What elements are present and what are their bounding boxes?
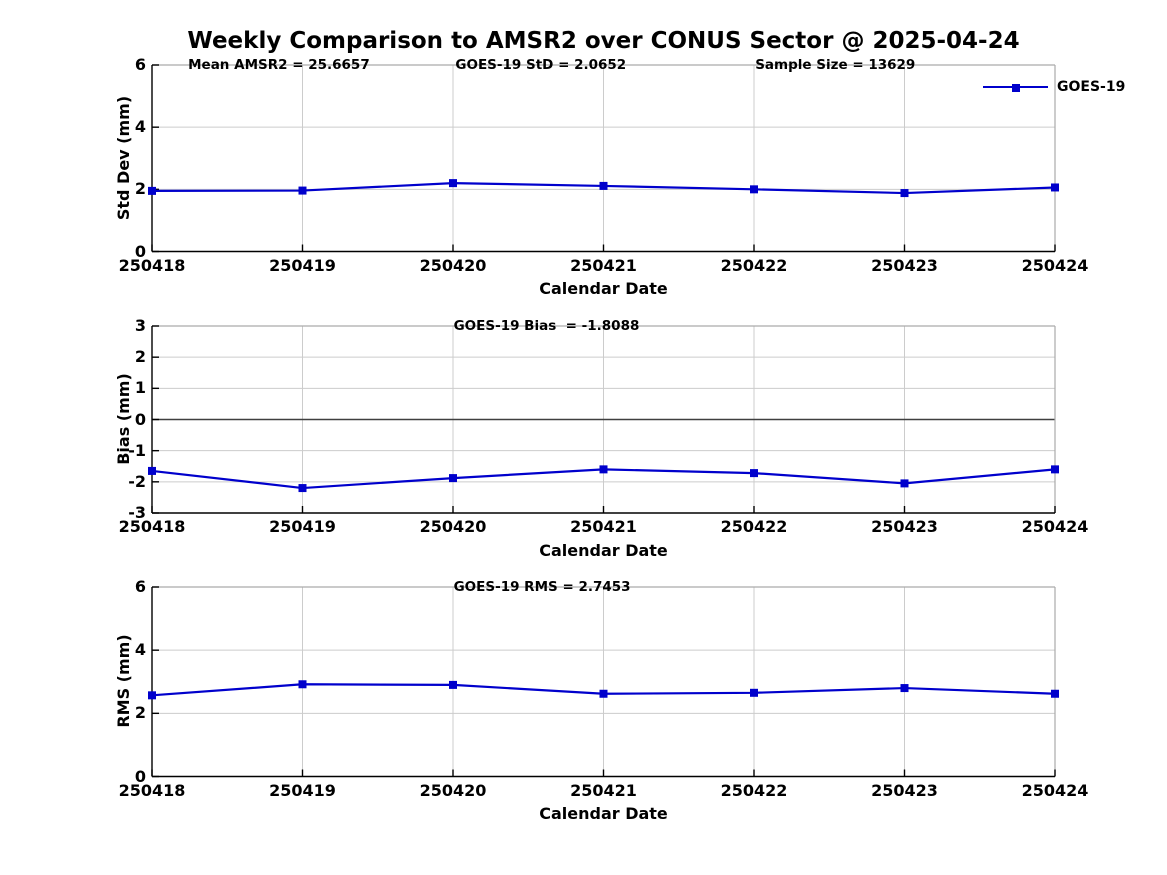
annotation-stddev: Sample Size = 13629 — [755, 57, 916, 73]
data-point-marker — [148, 186, 156, 195]
annotation-bias: GOES-19 Bias = -1.8088 — [453, 318, 640, 334]
x-tick-label: 250421 — [570, 255, 637, 275]
x-tick-label: 250420 — [419, 517, 487, 536]
legend: GOES-19 — [983, 79, 1125, 95]
x-tick-label: 250423 — [871, 517, 938, 536]
x-axis-label-stddev: Calendar Date — [539, 279, 668, 298]
data-point-marker — [298, 186, 307, 195]
annotation-stddev: GOES-19 StD = 2.0652 — [455, 57, 627, 73]
legend-label: GOES-19 — [1057, 79, 1126, 95]
data-point-marker — [449, 680, 457, 689]
data-point-marker — [599, 465, 608, 474]
data-point-marker — [148, 466, 156, 475]
y-axis-label-bias: Bias (mm) — [114, 373, 133, 465]
y-axis-label-stddev: Std Dev (mm) — [114, 95, 133, 221]
x-tick-label: 250423 — [871, 255, 938, 275]
data-point-marker — [599, 181, 608, 190]
data-point-marker — [750, 185, 758, 194]
data-point-marker — [599, 689, 608, 698]
series-line-GOES-19 — [151, 468, 1056, 490]
x-axis-label-bias: Calendar Date — [539, 541, 668, 560]
x-tick-label: 250423 — [871, 780, 938, 800]
annotation-rms: GOES-19 RMS = 2.7453 — [453, 579, 631, 595]
x-tick-label: 250424 — [1021, 780, 1089, 800]
data-point-marker — [1051, 689, 1059, 698]
x-tick-label: 250420 — [419, 780, 487, 800]
x-tick-label: 250419 — [269, 780, 336, 800]
data-point-marker — [148, 691, 156, 700]
x-tick-label: 250422 — [720, 780, 788, 800]
x-tick-label: 250419 — [269, 517, 336, 536]
data-point-marker — [449, 474, 457, 483]
x-axis-label-rms: Calendar Date — [539, 804, 668, 823]
y-axis-label-rms: RMS (mm) — [114, 634, 133, 728]
data-point-marker — [900, 684, 909, 693]
data-point-marker — [298, 484, 307, 493]
x-tick-label: 250424 — [1021, 517, 1089, 536]
chart-title: Weekly Comparison to AMSR2 over CONUS Se… — [187, 28, 1020, 54]
x-tick-label: 250422 — [720, 255, 788, 275]
data-point-marker — [750, 688, 758, 697]
series-line-GOES-19 — [151, 182, 1056, 195]
data-point-marker — [1051, 183, 1059, 192]
data-point-marker — [298, 680, 307, 689]
data-point-marker — [449, 179, 457, 188]
legend-line-sample — [983, 84, 1048, 92]
x-tick-label: 250420 — [419, 255, 487, 275]
data-point-marker — [1051, 465, 1059, 474]
data-point-marker — [750, 469, 758, 478]
data-point-marker — [900, 189, 909, 198]
series-line-GOES-19 — [151, 683, 1056, 697]
x-tick-label: 250421 — [570, 517, 637, 536]
x-tick-label: 250422 — [720, 517, 788, 536]
x-tick-label: 250421 — [570, 780, 637, 800]
x-tick-label: 250419 — [269, 255, 336, 275]
data-point-marker — [900, 479, 909, 488]
x-tick-label: 250424 — [1021, 255, 1089, 275]
annotation-stddev: Mean AMSR2 = 25.6657 — [188, 57, 370, 73]
legend-marker-icon — [1011, 84, 1020, 92]
